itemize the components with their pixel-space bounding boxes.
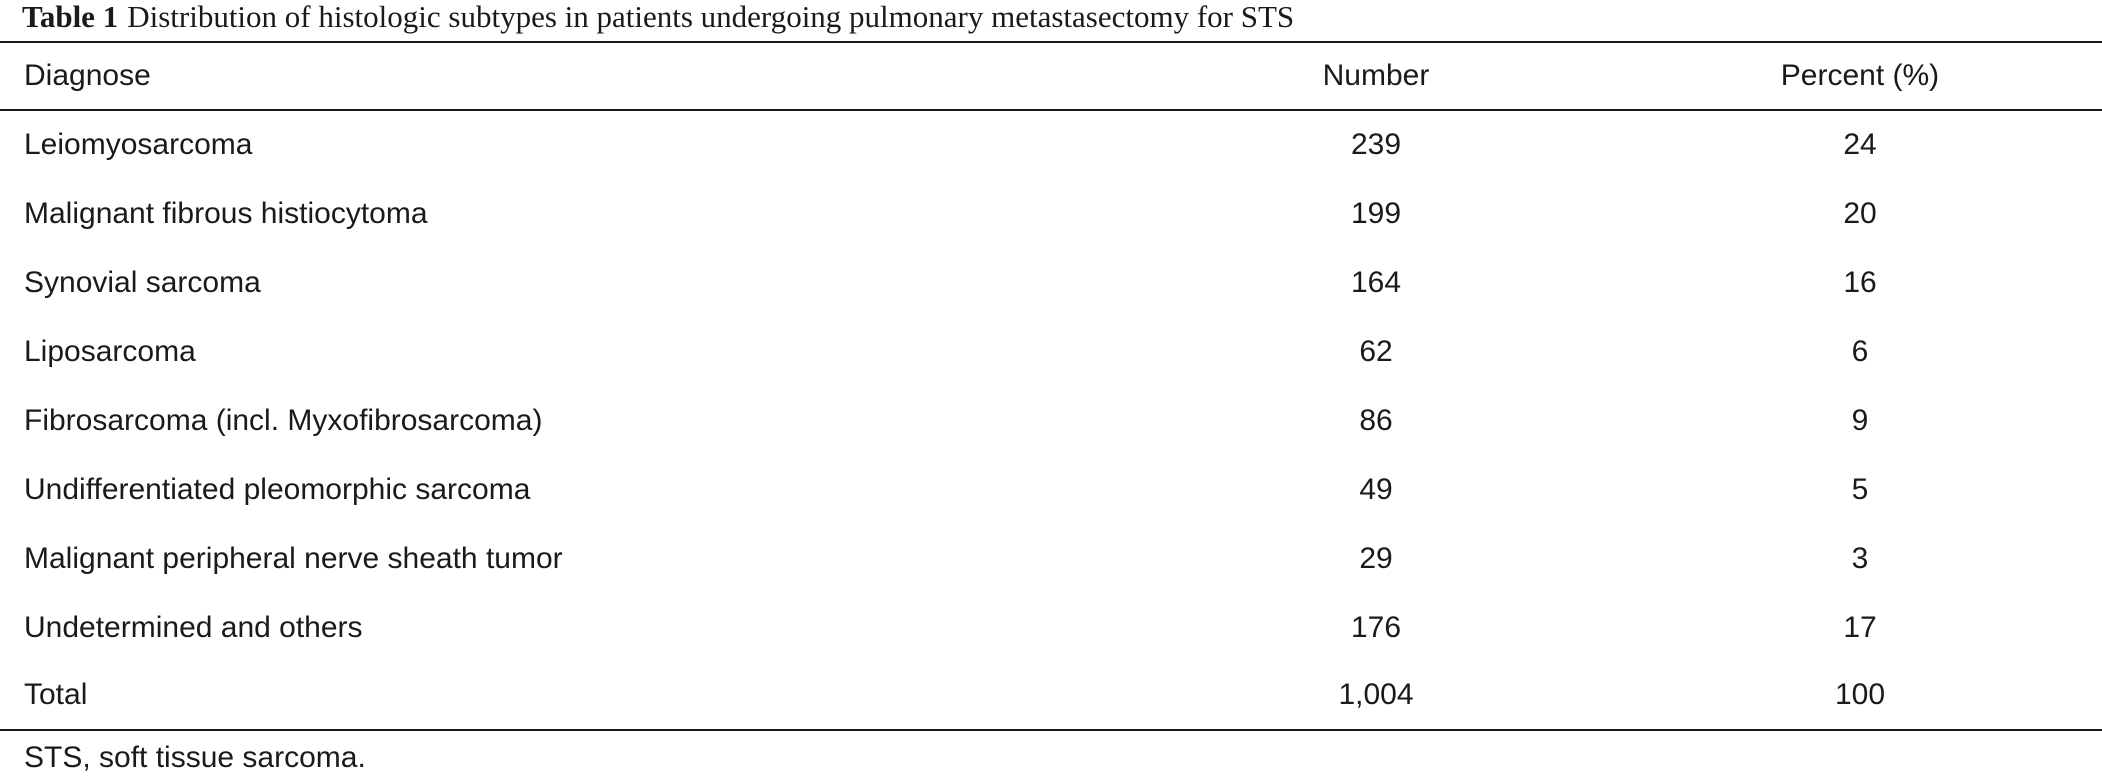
header-row: Diagnose Number Percent (%) xyxy=(0,42,2102,110)
cell-diagnose: Synovial sarcoma xyxy=(24,266,261,299)
cell-diagnose: Malignant fibrous histiocytoma xyxy=(24,197,428,230)
cell-percent: 6 xyxy=(1851,335,1869,368)
table-row: Liposarcoma 62 6 xyxy=(0,318,2102,386)
cell-diagnose: Total xyxy=(24,678,88,711)
table-caption: Table 1 Distribution of histologic subtyp… xyxy=(22,0,1294,40)
cell-diagnose: Liposarcoma xyxy=(24,335,196,368)
table-row: Synovial sarcoma 164 16 xyxy=(0,249,2102,317)
bottom-rule xyxy=(0,729,2102,731)
table-title: Distribution of histologic subtypes in p… xyxy=(127,0,1295,34)
table-label: Table 1 xyxy=(22,0,119,34)
cell-number: 1,004 xyxy=(1338,678,1414,711)
top-rule xyxy=(0,41,2102,43)
cell-number: 239 xyxy=(1350,128,1402,161)
cell-number: 86 xyxy=(1359,404,1393,437)
cell-number: 199 xyxy=(1350,197,1402,230)
header-percent: Percent (%) xyxy=(1780,59,1940,92)
header-number: Number xyxy=(1322,59,1430,92)
table-row: Undetermined and others 176 17 xyxy=(0,594,2102,662)
cell-number: 49 xyxy=(1359,473,1393,506)
cell-number: 29 xyxy=(1359,542,1393,575)
cell-percent: 9 xyxy=(1851,404,1869,437)
cell-percent: 3 xyxy=(1851,542,1869,575)
header-rule xyxy=(0,109,2102,111)
total-row: Total 1,004 100 xyxy=(0,661,2102,729)
table-footnote: STS, soft tissue sarcoma. xyxy=(24,741,366,774)
table-row: Malignant fibrous histiocytoma 199 20 xyxy=(0,180,2102,248)
cell-percent: 20 xyxy=(1843,197,1877,230)
cell-percent: 5 xyxy=(1851,473,1869,506)
cell-percent: 16 xyxy=(1843,266,1877,299)
cell-diagnose: Fibrosarcoma (incl. Myxofibrosarcoma) xyxy=(24,404,543,437)
cell-diagnose: Undetermined and others xyxy=(24,611,363,644)
cell-number: 176 xyxy=(1350,611,1402,644)
table-row: Malignant peripheral nerve sheath tumor … xyxy=(0,525,2102,593)
cell-number: 62 xyxy=(1359,335,1393,368)
cell-diagnose: Undifferentiated pleomorphic sarcoma xyxy=(24,473,531,506)
cell-percent: 17 xyxy=(1843,611,1877,644)
table-row: Undifferentiated pleomorphic sarcoma 49 … xyxy=(0,456,2102,524)
cell-diagnose: Leiomyosarcoma xyxy=(24,128,253,161)
cell-percent: 100 xyxy=(1834,678,1886,711)
header-diagnose: Diagnose xyxy=(24,59,151,92)
table-row: Leiomyosarcoma 239 24 xyxy=(0,111,2102,179)
cell-diagnose: Malignant peripheral nerve sheath tumor xyxy=(24,542,563,575)
table-row: Fibrosarcoma (incl. Myxofibrosarcoma) 86… xyxy=(0,387,2102,455)
cell-number: 164 xyxy=(1350,266,1402,299)
cell-percent: 24 xyxy=(1843,128,1877,161)
